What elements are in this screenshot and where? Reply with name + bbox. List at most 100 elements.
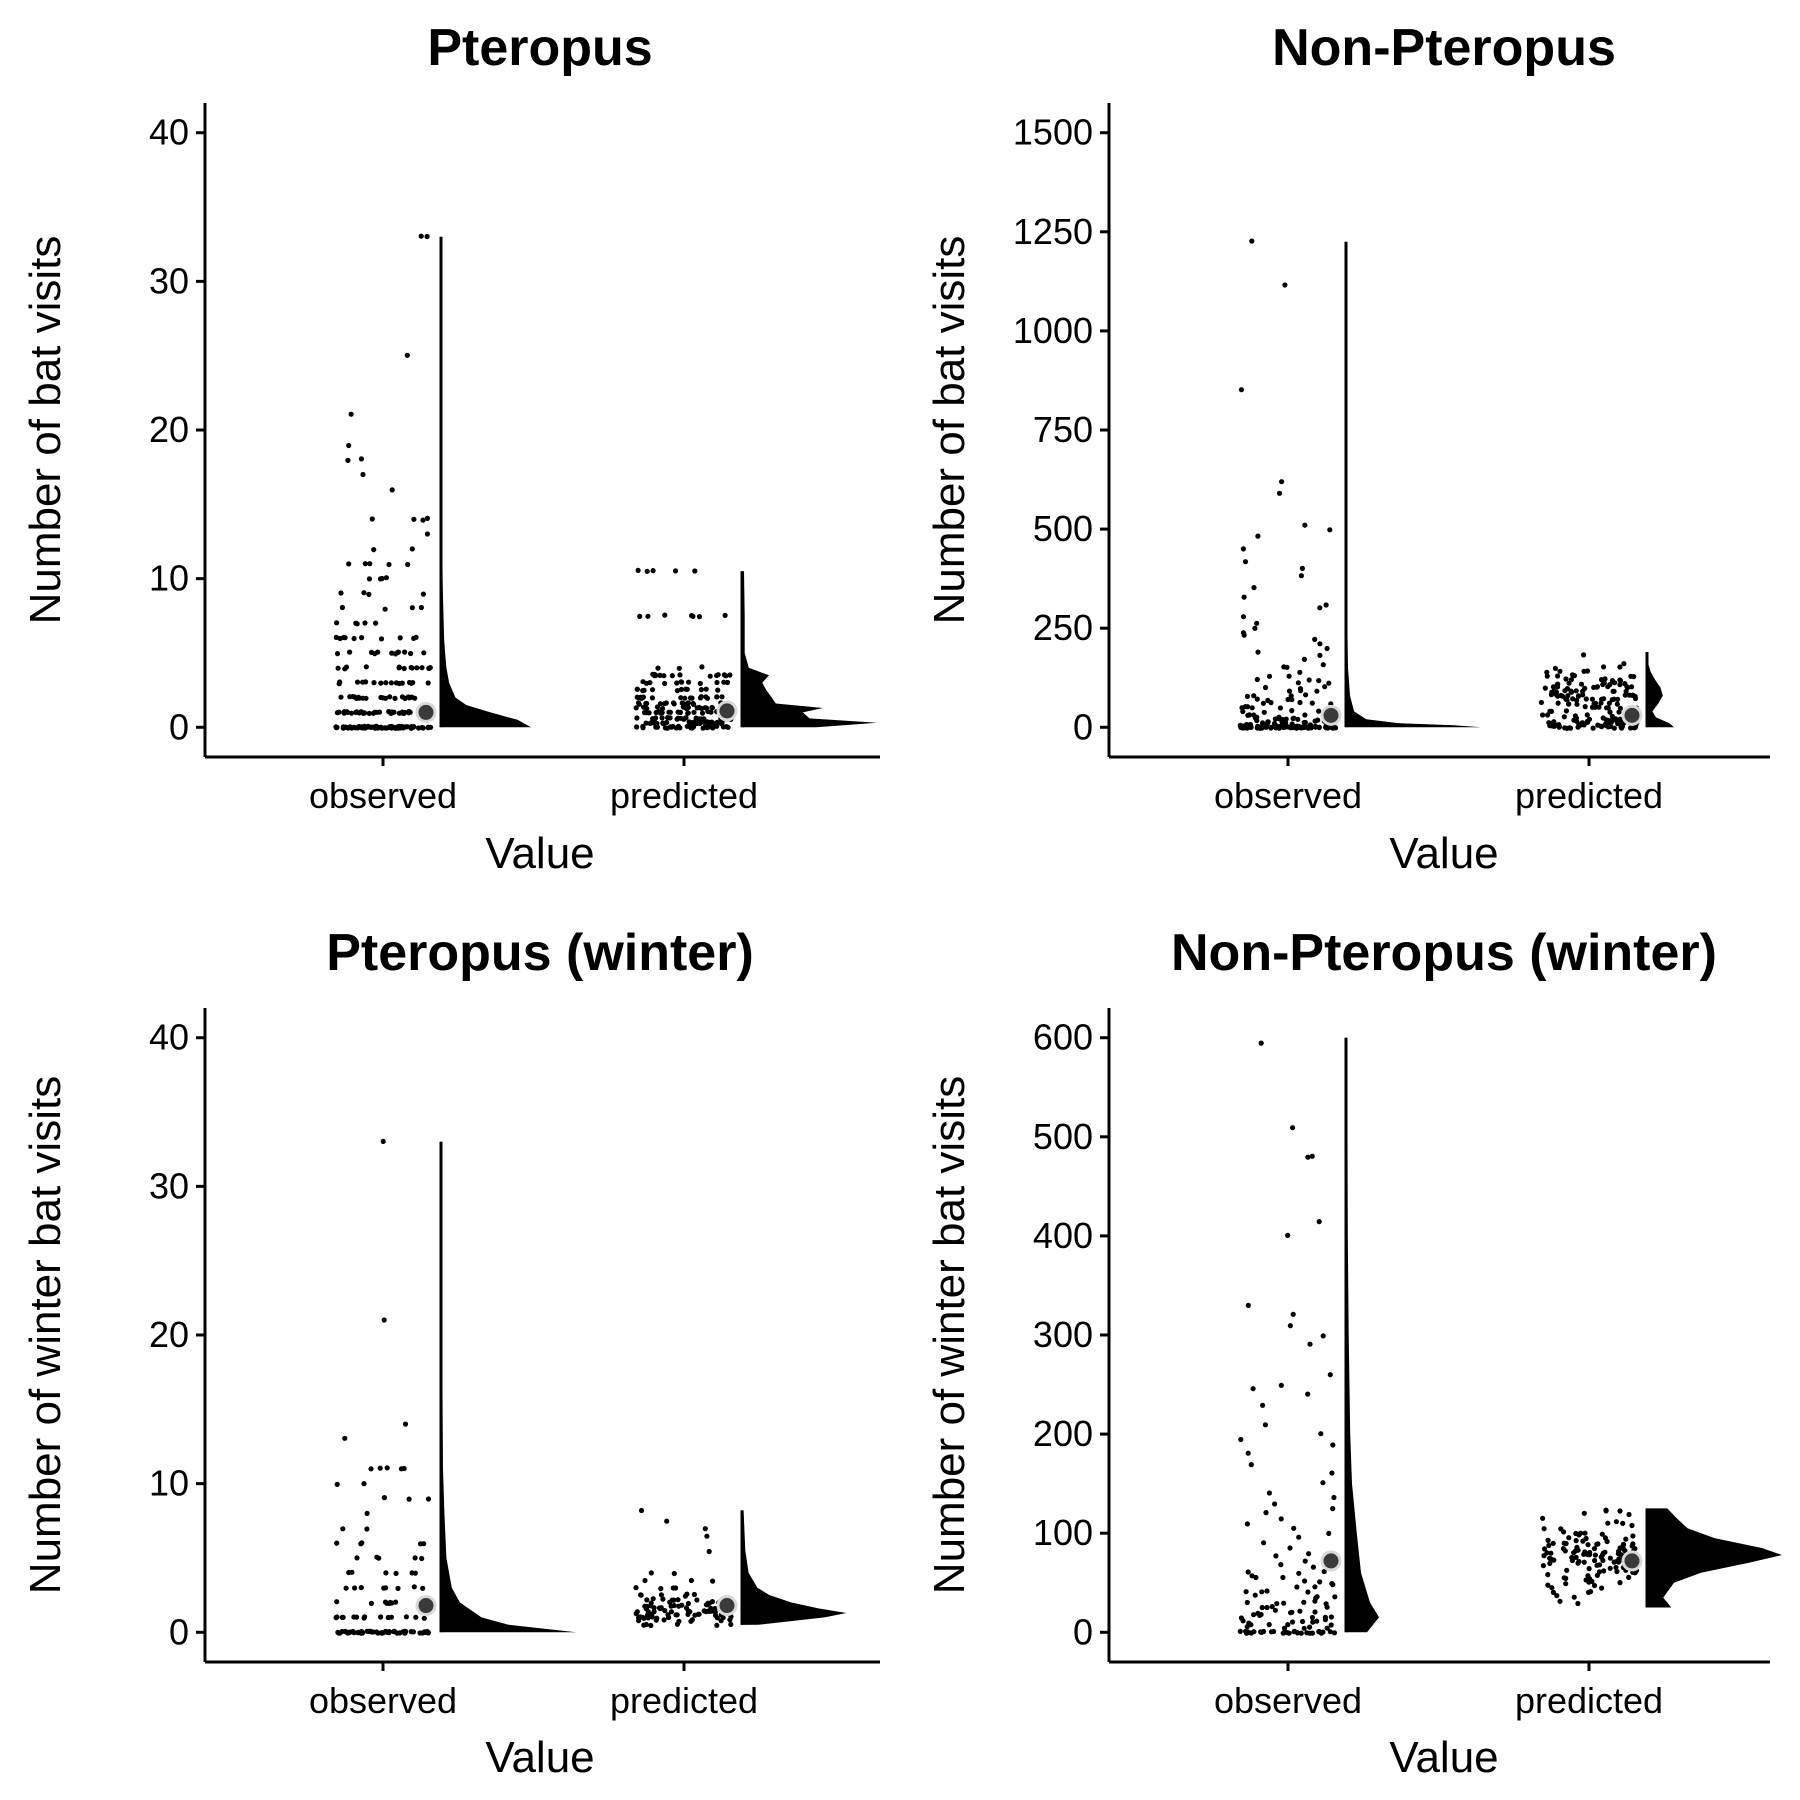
data-point-observed — [1328, 1614, 1334, 1620]
data-point-predicted — [692, 1612, 698, 1618]
data-point-predicted — [690, 720, 696, 726]
data-point-observed — [358, 1585, 364, 1591]
data-point-observed — [366, 576, 372, 582]
data-point-predicted — [1544, 673, 1550, 679]
data-point-predicted — [1582, 704, 1588, 710]
data-point-predicted — [1630, 1541, 1636, 1547]
data-point-predicted — [633, 1585, 639, 1591]
data-point-predicted — [689, 613, 695, 619]
data-point-predicted — [1599, 1585, 1605, 1591]
data-point-predicted — [662, 680, 668, 687]
x-tick-label-observed: observed — [309, 775, 457, 816]
data-point-observed — [1306, 677, 1312, 683]
data-point-predicted — [1605, 705, 1611, 711]
data-point-observed — [393, 1599, 399, 1605]
data-point-predicted — [1556, 722, 1562, 728]
data-point-predicted — [1540, 1515, 1546, 1521]
data-point-predicted — [712, 1605, 718, 1612]
data-point-predicted — [1586, 716, 1593, 722]
data-point-predicted — [1574, 697, 1580, 704]
data-point-observed — [1290, 1311, 1296, 1317]
x-tick-label-observed: observed — [309, 1680, 457, 1721]
data-point-observed — [402, 1421, 409, 1427]
data-point-observed — [1320, 1480, 1326, 1486]
y-tick-label: 750 — [1033, 409, 1093, 450]
data-point-observed — [1281, 664, 1287, 670]
data-point-observed — [403, 1614, 409, 1620]
data-point-predicted — [653, 715, 659, 721]
data-point-predicted — [699, 710, 706, 716]
data-point-observed — [1329, 1581, 1335, 1587]
data-point-observed — [397, 1630, 403, 1636]
data-point-observed — [1310, 1564, 1316, 1570]
data-point-observed — [1264, 1588, 1270, 1594]
data-point-observed — [1314, 1594, 1320, 1600]
data-point-predicted — [1558, 1526, 1564, 1532]
data-point-observed — [374, 1554, 380, 1560]
data-point-observed — [1328, 1622, 1334, 1628]
data-point-observed — [1240, 546, 1246, 552]
data-point-observed — [1245, 1302, 1251, 1308]
data-point-predicted — [1617, 716, 1623, 722]
x-tick-label-predicted: predicted — [610, 1680, 758, 1721]
data-point-observed — [1258, 1040, 1264, 1046]
data-point-predicted — [1568, 677, 1574, 683]
data-point-predicted — [1555, 673, 1561, 679]
data-point-predicted — [701, 1608, 707, 1614]
data-point-observed — [1264, 1604, 1270, 1611]
data-point-observed — [1262, 1422, 1268, 1428]
data-point-observed — [1268, 724, 1275, 730]
data-point-predicted — [1542, 685, 1548, 691]
data-point-predicted — [1601, 664, 1607, 670]
data-point-predicted — [648, 1570, 654, 1576]
data-point-observed — [351, 1630, 357, 1636]
data-point-observed — [1306, 1551, 1312, 1557]
data-point-observed — [1254, 696, 1260, 702]
data-point-observed — [1320, 662, 1326, 668]
data-point-predicted — [697, 680, 703, 687]
data-point-predicted — [1561, 1540, 1567, 1546]
data-point-observed — [1317, 641, 1323, 647]
data-point-predicted — [647, 680, 653, 686]
data-point-observed — [1242, 559, 1249, 565]
data-point-predicted — [668, 1609, 675, 1615]
data-point-observed — [1296, 1534, 1302, 1540]
panel-pteropus-winter: Pteropus (winter) Value Number of winter… — [21, 924, 880, 1782]
data-point-predicted — [1573, 1538, 1579, 1544]
data-point-predicted — [1613, 1519, 1619, 1525]
x-tick-label-predicted: predicted — [1515, 775, 1663, 816]
x-axis-label: Value — [1389, 829, 1498, 878]
data-point-observed — [411, 1584, 417, 1590]
data-point-predicted — [649, 695, 656, 701]
data-point-predicted — [1554, 682, 1560, 688]
data-point-predicted — [705, 1600, 711, 1606]
data-point-predicted — [688, 1577, 695, 1584]
data-point-observed — [371, 547, 377, 553]
data-point-predicted — [1588, 1589, 1594, 1595]
data-point-predicted — [652, 671, 658, 678]
data-point-predicted — [1573, 1530, 1579, 1537]
data-point-observed — [1317, 652, 1323, 658]
data-point-observed — [1290, 1619, 1296, 1625]
data-point-observed — [423, 1629, 429, 1635]
data-point-predicted — [645, 613, 651, 619]
data-point-predicted — [684, 723, 690, 729]
data-point-observed — [1324, 1625, 1330, 1631]
data-point-predicted — [1563, 1575, 1569, 1581]
data-point-predicted — [640, 688, 646, 694]
data-point-observed — [1321, 1568, 1327, 1575]
data-point-observed — [339, 1614, 345, 1620]
data-point-predicted — [1626, 1511, 1632, 1518]
data-point-observed — [371, 680, 377, 686]
data-point-predicted — [1617, 682, 1623, 688]
x-tick-label-observed: observed — [1214, 1680, 1362, 1721]
data-point-predicted — [1550, 1589, 1556, 1595]
data-point-predicted — [719, 694, 725, 700]
data-point-predicted — [1609, 678, 1615, 684]
data-point-predicted — [1551, 719, 1557, 725]
data-point-predicted — [1541, 1526, 1547, 1532]
data-point-predicted — [673, 1585, 679, 1591]
data-point-observed — [362, 620, 368, 626]
data-point-predicted — [1574, 1544, 1580, 1550]
data-point-predicted — [1602, 676, 1608, 682]
